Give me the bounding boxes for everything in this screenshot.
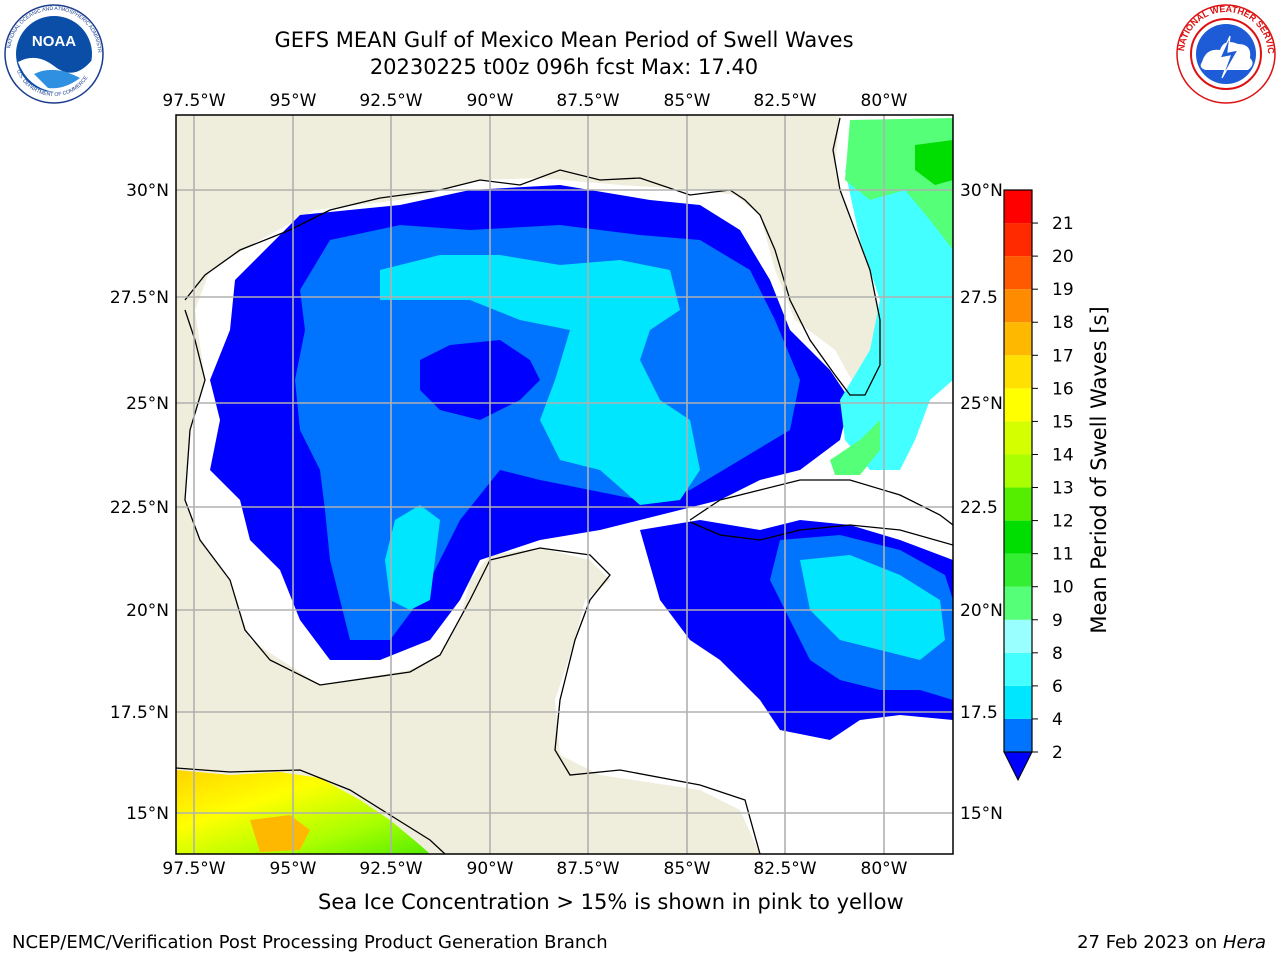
colorbar-tick-label: 8 bbox=[1052, 644, 1063, 664]
lon-label-top: 97.5°W bbox=[162, 91, 225, 111]
noaa-logo: NOAA NATIONAL OCEANIC AND ATMOSPHERIC AD… bbox=[4, 4, 104, 104]
swell-region-10s-atlantic bbox=[915, 140, 953, 185]
pacific-ice-hotspot bbox=[250, 815, 310, 852]
lat-label-right: 17.5 bbox=[960, 703, 998, 723]
colorbar-segment bbox=[1004, 652, 1032, 686]
colorbar-segment bbox=[1004, 718, 1032, 752]
lat-label-left: 30°N bbox=[126, 181, 169, 201]
noaa-logo-text: NOAA bbox=[32, 33, 76, 50]
lon-label-bottom: 92.5°W bbox=[359, 859, 422, 879]
date-stamp: 27 Feb 2023 on Hera bbox=[1077, 932, 1266, 953]
colorbar-tick-label: 11 bbox=[1052, 545, 1074, 565]
lon-label-top: 85°W bbox=[664, 91, 711, 111]
lon-label-top: 95°W bbox=[270, 91, 317, 111]
colorbar-segment bbox=[1004, 553, 1032, 587]
swell-region-9s-straits bbox=[830, 420, 880, 475]
colorbar-segment bbox=[1004, 256, 1032, 290]
map-frame bbox=[175, 114, 954, 855]
lon-labels-bottom: 97.5°W 95°W 92.5°W 90°W 87.5°W 85°W 82.5… bbox=[162, 859, 907, 879]
lat-label-left: 17.5°N bbox=[110, 703, 169, 723]
map-plot-area bbox=[176, 115, 953, 854]
lon-label-bottom: 87.5°W bbox=[556, 859, 619, 879]
lat-label-right: 30°N bbox=[960, 181, 1003, 201]
lon-label-bottom: 95°W bbox=[270, 859, 317, 879]
pacific-coastline bbox=[176, 767, 446, 854]
colorbar-tick-label: 4 bbox=[1052, 710, 1063, 730]
lon-label-top: 82.5°W bbox=[753, 91, 816, 111]
colorbar-segment bbox=[1004, 190, 1032, 224]
colorbar-segment bbox=[1004, 586, 1032, 620]
lat-label-left: 27.5°N bbox=[110, 288, 169, 308]
colorbar-extend-triangle bbox=[1003, 751, 1033, 782]
colorbar-segment bbox=[1004, 619, 1032, 653]
lat-label-right: 20°N bbox=[960, 601, 1003, 621]
colorbar-segment bbox=[1004, 388, 1032, 422]
colorbar-tick-label: 15 bbox=[1052, 412, 1074, 432]
colorbar-segment bbox=[1004, 421, 1032, 455]
chart-subtitle: 20230225 t00z 096h fcst Max: 17.40 bbox=[369, 55, 759, 79]
lat-labels-left: 30°N 27.5°N 25°N 22.5°N 20°N 17.5°N 15°N bbox=[110, 181, 169, 824]
colorbar-tick-label: 2 bbox=[1052, 743, 1063, 763]
colorbar-tick-label: 19 bbox=[1052, 280, 1074, 300]
credit-line: NCEP/EMC/Verification Post Processing Pr… bbox=[12, 932, 608, 953]
lat-label-left: 20°N bbox=[126, 601, 169, 621]
lat-label-left: 22.5°N bbox=[110, 498, 169, 518]
swell-region-6s bbox=[380, 255, 700, 505]
colorbar-tick-label: 21 bbox=[1052, 214, 1074, 234]
colorbar-tick-label: 12 bbox=[1052, 512, 1074, 532]
lat-label-right: 15°N bbox=[960, 804, 1003, 824]
swell-region-4s-atlantic bbox=[840, 160, 953, 470]
colorbar-segment bbox=[1004, 454, 1032, 488]
swell-region-6s-west bbox=[385, 505, 440, 610]
lon-label-top: 90°W bbox=[467, 91, 514, 111]
date-text: 27 Feb 2023 on bbox=[1077, 932, 1223, 953]
host-name: Hera bbox=[1222, 932, 1266, 953]
colorbar-tick-label: 9 bbox=[1052, 611, 1063, 631]
coastline bbox=[184, 117, 881, 396]
lat-label-left: 15°N bbox=[126, 804, 169, 824]
colorbar-label: Mean Period of Swell Waves [s] bbox=[1087, 306, 1111, 633]
lon-label-bottom: 80°W bbox=[861, 859, 908, 879]
colorbar-segment bbox=[1004, 685, 1032, 719]
chart-title: GEFS MEAN Gulf of Mexico Mean Period of … bbox=[274, 28, 854, 52]
colorbar-tick-label: 17 bbox=[1052, 346, 1074, 366]
lat-label-right: 22.5 bbox=[960, 498, 998, 518]
colorbar-segment bbox=[1004, 289, 1032, 323]
colorbar-segment bbox=[1004, 487, 1032, 521]
swell-region-deep-blue-core bbox=[420, 340, 540, 420]
colorbar-segment bbox=[1004, 520, 1032, 554]
lat-labels-right: 30°N 27.5 25°N 22.5 20°N 17.5 15°N bbox=[960, 181, 1003, 824]
nws-logo: NATIONAL WEATHER SERVICE bbox=[1176, 4, 1276, 104]
lon-label-bottom: 85°W bbox=[664, 859, 711, 879]
colorbar-tick-label: 10 bbox=[1052, 578, 1074, 598]
colorbar-tick-label: 14 bbox=[1052, 445, 1074, 465]
lon-label-bottom: 90°W bbox=[467, 859, 514, 879]
coastline-cuba bbox=[689, 479, 953, 546]
lat-label-left: 25°N bbox=[126, 394, 169, 414]
colorbar-tick-label: 6 bbox=[1052, 677, 1063, 697]
lat-label-right: 27.5 bbox=[960, 288, 998, 308]
lon-label-top: 80°W bbox=[861, 91, 908, 111]
colorbar-tick-label: 16 bbox=[1052, 379, 1074, 399]
sea-ice-note: Sea Ice Concentration > 15% is shown in … bbox=[318, 890, 904, 914]
lon-label-bottom: 82.5°W bbox=[753, 859, 816, 879]
lon-label-top: 92.5°W bbox=[359, 91, 422, 111]
colorbar-frame bbox=[1003, 189, 1033, 753]
colorbar-tick-label: 18 bbox=[1052, 313, 1074, 333]
colorbar-tick-label: 13 bbox=[1052, 479, 1074, 499]
colorbar-segment bbox=[1004, 223, 1032, 257]
colorbar-segment bbox=[1004, 355, 1032, 389]
lat-label-right: 25°N bbox=[960, 394, 1003, 414]
colorbar-tick-label: 20 bbox=[1052, 247, 1074, 267]
graticule bbox=[176, 115, 953, 854]
pacific-ice-shading bbox=[176, 770, 430, 854]
lon-label-bottom: 97.5°W bbox=[162, 859, 225, 879]
lon-label-top: 87.5°W bbox=[556, 91, 619, 111]
swell-region-6s-caribbean bbox=[800, 555, 945, 660]
lon-labels-top: 97.5°W 95°W 92.5°W 90°W 87.5°W 85°W 82.5… bbox=[162, 91, 907, 111]
colorbar: 2 4 6 8 9 10 11 12 13 14 15 16 17 18 19 20 21 bbox=[1003, 189, 1074, 782]
colorbar-segment bbox=[1004, 322, 1032, 356]
